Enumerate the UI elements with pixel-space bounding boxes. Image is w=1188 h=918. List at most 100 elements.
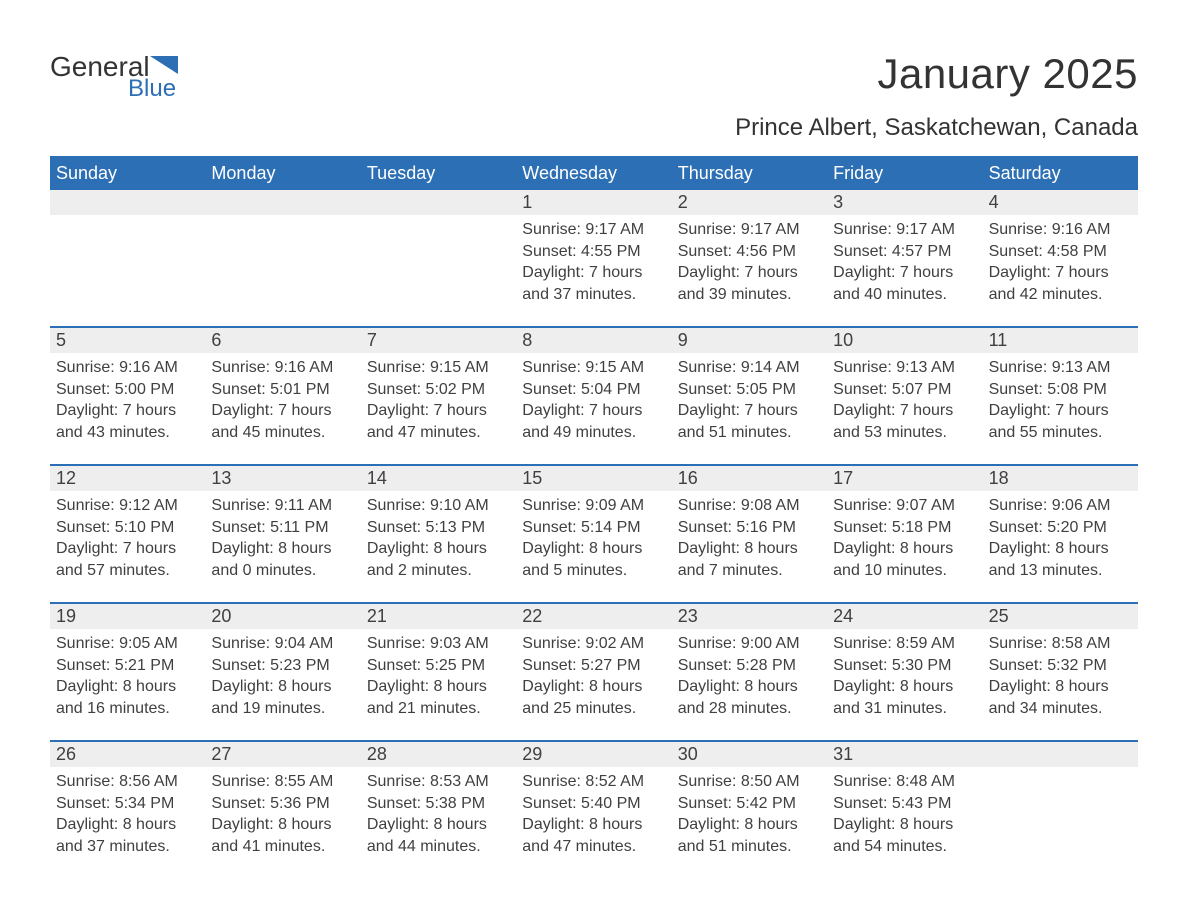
sunset-line: Sunset: 4:56 PM bbox=[678, 241, 821, 263]
daylight-line: Daylight: 7 hours and 43 minutes. bbox=[56, 400, 199, 443]
day-number-bar: 3 bbox=[827, 190, 982, 215]
sunset-line: Sunset: 5:00 PM bbox=[56, 379, 199, 401]
day-details: Sunrise: 9:08 AMSunset: 5:16 PMDaylight:… bbox=[672, 491, 827, 587]
day-number-bar: 7 bbox=[361, 328, 516, 353]
weekday-header: Friday bbox=[827, 159, 982, 190]
sunset-line: Sunset: 4:58 PM bbox=[989, 241, 1132, 263]
daylight-line: Daylight: 7 hours and 39 minutes. bbox=[678, 262, 821, 305]
day-number-bar: 30 bbox=[672, 742, 827, 767]
day-details: Sunrise: 9:09 AMSunset: 5:14 PMDaylight:… bbox=[516, 491, 671, 587]
day-details: Sunrise: 9:07 AMSunset: 5:18 PMDaylight:… bbox=[827, 491, 982, 587]
day-number-bar: 29 bbox=[516, 742, 671, 767]
day-details: Sunrise: 8:56 AMSunset: 5:34 PMDaylight:… bbox=[50, 767, 205, 863]
day-details: Sunrise: 9:13 AMSunset: 5:07 PMDaylight:… bbox=[827, 353, 982, 449]
sunrise-line: Sunrise: 8:56 AM bbox=[56, 771, 199, 793]
day-details: Sunrise: 9:16 AMSunset: 4:58 PMDaylight:… bbox=[983, 215, 1138, 311]
sunrise-line: Sunrise: 9:05 AM bbox=[56, 633, 199, 655]
calendar-week: 12Sunrise: 9:12 AMSunset: 5:10 PMDayligh… bbox=[50, 464, 1138, 602]
day-cell bbox=[205, 190, 360, 326]
day-details: Sunrise: 9:00 AMSunset: 5:28 PMDaylight:… bbox=[672, 629, 827, 725]
day-cell: 6Sunrise: 9:16 AMSunset: 5:01 PMDaylight… bbox=[205, 328, 360, 464]
day-cell: 24Sunrise: 8:59 AMSunset: 5:30 PMDayligh… bbox=[827, 604, 982, 740]
weekday-header: Thursday bbox=[672, 159, 827, 190]
day-number-bar: 19 bbox=[50, 604, 205, 629]
day-number: 7 bbox=[367, 330, 510, 351]
calendar-week: 5Sunrise: 9:16 AMSunset: 5:00 PMDaylight… bbox=[50, 326, 1138, 464]
day-cell: 11Sunrise: 9:13 AMSunset: 5:08 PMDayligh… bbox=[983, 328, 1138, 464]
sunrise-line: Sunrise: 8:58 AM bbox=[989, 633, 1132, 655]
day-number: 21 bbox=[367, 606, 510, 627]
daylight-line: Daylight: 8 hours and 54 minutes. bbox=[833, 814, 976, 857]
daylight-line: Daylight: 7 hours and 53 minutes. bbox=[833, 400, 976, 443]
day-number-bar: 13 bbox=[205, 466, 360, 491]
daylight-line: Daylight: 8 hours and 0 minutes. bbox=[211, 538, 354, 581]
day-number: 22 bbox=[522, 606, 665, 627]
day-cell: 4Sunrise: 9:16 AMSunset: 4:58 PMDaylight… bbox=[983, 190, 1138, 326]
day-cell: 8Sunrise: 9:15 AMSunset: 5:04 PMDaylight… bbox=[516, 328, 671, 464]
day-details: Sunrise: 9:05 AMSunset: 5:21 PMDaylight:… bbox=[50, 629, 205, 725]
day-details: Sunrise: 8:55 AMSunset: 5:36 PMDaylight:… bbox=[205, 767, 360, 863]
day-number-bar: 11 bbox=[983, 328, 1138, 353]
daylight-line: Daylight: 8 hours and 47 minutes. bbox=[522, 814, 665, 857]
sunrise-line: Sunrise: 8:53 AM bbox=[367, 771, 510, 793]
daylight-line: Daylight: 7 hours and 57 minutes. bbox=[56, 538, 199, 581]
sunset-line: Sunset: 5:28 PM bbox=[678, 655, 821, 677]
day-number-bar: 10 bbox=[827, 328, 982, 353]
day-cell: 31Sunrise: 8:48 AMSunset: 5:43 PMDayligh… bbox=[827, 742, 982, 878]
day-cell: 12Sunrise: 9:12 AMSunset: 5:10 PMDayligh… bbox=[50, 466, 205, 602]
sunrise-line: Sunrise: 9:16 AM bbox=[56, 357, 199, 379]
day-number-bar: 27 bbox=[205, 742, 360, 767]
day-cell: 28Sunrise: 8:53 AMSunset: 5:38 PMDayligh… bbox=[361, 742, 516, 878]
sunset-line: Sunset: 4:57 PM bbox=[833, 241, 976, 263]
day-details: Sunrise: 9:12 AMSunset: 5:10 PMDaylight:… bbox=[50, 491, 205, 587]
day-details: Sunrise: 9:17 AMSunset: 4:56 PMDaylight:… bbox=[672, 215, 827, 311]
sunrise-line: Sunrise: 9:04 AM bbox=[211, 633, 354, 655]
sunset-line: Sunset: 5:11 PM bbox=[211, 517, 354, 539]
day-number-bar: 5 bbox=[50, 328, 205, 353]
day-details: Sunrise: 9:11 AMSunset: 5:11 PMDaylight:… bbox=[205, 491, 360, 587]
sunset-line: Sunset: 5:14 PM bbox=[522, 517, 665, 539]
day-number: 4 bbox=[989, 192, 1132, 213]
sunset-line: Sunset: 5:13 PM bbox=[367, 517, 510, 539]
sunset-line: Sunset: 5:02 PM bbox=[367, 379, 510, 401]
day-number: 16 bbox=[678, 468, 821, 489]
sunset-line: Sunset: 5:23 PM bbox=[211, 655, 354, 677]
day-number: 13 bbox=[211, 468, 354, 489]
sunset-line: Sunset: 5:40 PM bbox=[522, 793, 665, 815]
day-number-bar: 26 bbox=[50, 742, 205, 767]
sunset-line: Sunset: 5:43 PM bbox=[833, 793, 976, 815]
day-number: 18 bbox=[989, 468, 1132, 489]
sunrise-line: Sunrise: 8:50 AM bbox=[678, 771, 821, 793]
page-title: January 2025 bbox=[877, 50, 1138, 98]
sunset-line: Sunset: 5:16 PM bbox=[678, 517, 821, 539]
daylight-line: Daylight: 8 hours and 37 minutes. bbox=[56, 814, 199, 857]
day-number: 8 bbox=[522, 330, 665, 351]
day-number: 26 bbox=[56, 744, 199, 765]
daylight-line: Daylight: 7 hours and 47 minutes. bbox=[367, 400, 510, 443]
day-cell: 18Sunrise: 9:06 AMSunset: 5:20 PMDayligh… bbox=[983, 466, 1138, 602]
day-details: Sunrise: 9:03 AMSunset: 5:25 PMDaylight:… bbox=[361, 629, 516, 725]
sunset-line: Sunset: 5:01 PM bbox=[211, 379, 354, 401]
day-details: Sunrise: 9:17 AMSunset: 4:57 PMDaylight:… bbox=[827, 215, 982, 311]
day-number bbox=[367, 192, 510, 213]
day-number-bar: 1 bbox=[516, 190, 671, 215]
day-cell: 25Sunrise: 8:58 AMSunset: 5:32 PMDayligh… bbox=[983, 604, 1138, 740]
day-details: Sunrise: 9:15 AMSunset: 5:02 PMDaylight:… bbox=[361, 353, 516, 449]
day-cell: 30Sunrise: 8:50 AMSunset: 5:42 PMDayligh… bbox=[672, 742, 827, 878]
day-number: 25 bbox=[989, 606, 1132, 627]
day-number-bar: 22 bbox=[516, 604, 671, 629]
daylight-line: Daylight: 7 hours and 42 minutes. bbox=[989, 262, 1132, 305]
weekday-header: Saturday bbox=[983, 159, 1138, 190]
day-details: Sunrise: 8:58 AMSunset: 5:32 PMDaylight:… bbox=[983, 629, 1138, 725]
weeks-container: 1Sunrise: 9:17 AMSunset: 4:55 PMDaylight… bbox=[50, 190, 1138, 878]
title-block: January 2025 bbox=[877, 50, 1138, 98]
logo-flag-icon bbox=[150, 56, 178, 74]
day-number-bar bbox=[50, 190, 205, 215]
day-number: 27 bbox=[211, 744, 354, 765]
day-number-bar: 14 bbox=[361, 466, 516, 491]
day-number: 17 bbox=[833, 468, 976, 489]
sunset-line: Sunset: 5:08 PM bbox=[989, 379, 1132, 401]
day-number bbox=[989, 744, 1132, 765]
sunrise-line: Sunrise: 9:15 AM bbox=[367, 357, 510, 379]
day-details: Sunrise: 9:14 AMSunset: 5:05 PMDaylight:… bbox=[672, 353, 827, 449]
